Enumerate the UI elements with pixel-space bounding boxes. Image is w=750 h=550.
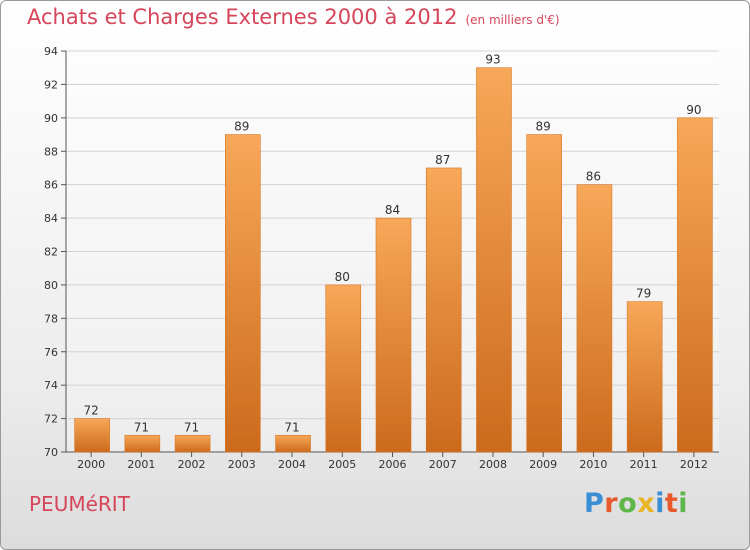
logo-letter: r	[604, 488, 619, 519]
logo-letter: x	[637, 488, 656, 519]
bar	[677, 117, 713, 453]
y-tick-label: 84	[44, 212, 58, 225]
bar-value-label: 84	[385, 203, 400, 217]
x-tick-label: 2009	[529, 458, 557, 471]
x-tick-label: 2012	[680, 458, 708, 471]
bar	[174, 434, 211, 453]
bar-value-label: 89	[536, 120, 551, 134]
logo-letter: i	[678, 488, 689, 519]
bar-value-label: 79	[636, 287, 651, 301]
bar-value-label: 72	[83, 404, 98, 418]
y-tick-label: 78	[44, 312, 58, 325]
bar	[576, 184, 613, 453]
x-tick-label: 2003	[228, 458, 256, 471]
bar-value-label: 71	[134, 420, 149, 434]
bar-value-label: 90	[686, 103, 701, 117]
y-tick-label: 92	[44, 78, 58, 91]
y-tick-label: 76	[44, 346, 58, 359]
y-tick-label: 72	[44, 413, 58, 426]
bar	[526, 134, 562, 453]
x-tick-label: 2007	[429, 458, 457, 471]
x-tick-label: 2004	[278, 458, 306, 471]
y-tick-label: 90	[44, 112, 58, 125]
y-tick-label: 82	[44, 246, 58, 259]
chart-title-block: Achats et Charges Externes 2000 à 2012 (e…	[27, 5, 560, 29]
x-tick-label: 2002	[178, 458, 206, 471]
x-tick-label: 2008	[479, 458, 507, 471]
bar	[275, 434, 311, 453]
bar	[476, 67, 512, 453]
bar	[74, 418, 110, 453]
x-tick-label: 2010	[579, 458, 607, 471]
bar	[425, 167, 462, 453]
bar	[626, 301, 663, 453]
bar-value-label: 86	[586, 170, 601, 184]
bar-value-label: 80	[335, 270, 350, 284]
chart-title: Achats et Charges Externes 2000 à 2012	[27, 5, 458, 29]
bar	[124, 434, 161, 453]
logo-letter: o	[618, 488, 638, 519]
x-tick-label: 2006	[379, 458, 407, 471]
logo-letter: P	[584, 488, 605, 519]
bar	[375, 217, 412, 453]
bar-value-label: 93	[485, 53, 500, 67]
x-tick-label: 2000	[77, 458, 105, 471]
proxiti-logo: Proxiti	[584, 488, 688, 519]
bar-value-label: 89	[234, 120, 249, 134]
y-tick-label: 94	[44, 45, 58, 58]
commune-name: PEUMéRIT	[29, 492, 130, 516]
bar-value-label: 71	[284, 420, 299, 434]
y-tick-label: 86	[44, 179, 58, 192]
x-tick-label: 2005	[328, 458, 356, 471]
y-tick-label: 80	[44, 279, 58, 292]
bar	[325, 284, 362, 453]
logo-letter: i	[655, 488, 665, 519]
y-tick-label: 70	[44, 446, 58, 459]
bar-value-label: 87	[435, 153, 450, 167]
x-tick-label: 2011	[630, 458, 658, 471]
y-tick-label: 74	[44, 379, 58, 392]
logo-letter: t	[664, 488, 679, 519]
bar-value-label: 71	[184, 420, 199, 434]
chart-subtitle: (en milliers d'€)	[465, 13, 560, 27]
bar	[225, 134, 261, 453]
x-tick-label: 2001	[127, 458, 155, 471]
y-tick-label: 88	[44, 145, 58, 158]
